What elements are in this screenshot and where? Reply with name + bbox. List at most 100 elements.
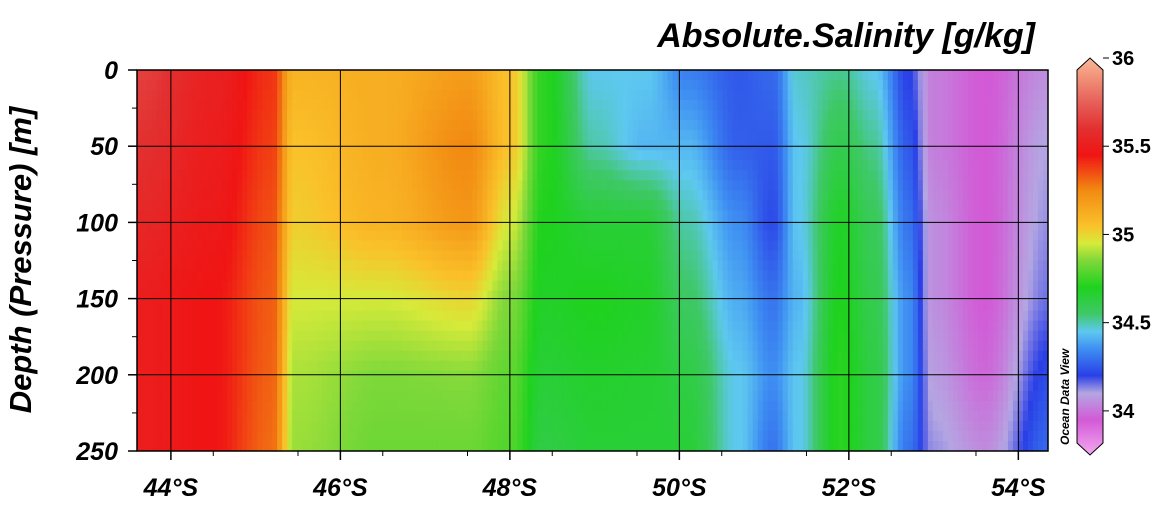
heatmap-cell bbox=[272, 320, 278, 332]
heatmap-cell bbox=[797, 150, 804, 161]
heatmap-cell bbox=[492, 150, 498, 161]
heatmap-cell bbox=[437, 260, 443, 272]
heatmap-cell bbox=[782, 290, 789, 302]
heatmap-cell bbox=[677, 130, 684, 141]
heatmap-cell bbox=[547, 100, 554, 111]
heatmap-cell bbox=[137, 290, 143, 302]
heatmap-cell bbox=[852, 110, 859, 121]
heatmap-cell bbox=[762, 260, 769, 272]
heatmap-cell bbox=[432, 160, 438, 171]
heatmap-cell bbox=[187, 100, 193, 111]
heatmap-cell bbox=[947, 230, 954, 242]
heatmap-cell bbox=[927, 260, 934, 272]
heatmap-cell bbox=[562, 210, 569, 221]
heatmap-cell bbox=[802, 110, 809, 121]
heatmap-cell bbox=[742, 80, 749, 91]
heatmap-cell bbox=[257, 160, 263, 171]
heatmap-cell bbox=[472, 240, 478, 252]
heatmap-cell bbox=[527, 210, 534, 221]
heatmap-cell bbox=[832, 90, 839, 101]
heatmap-cell bbox=[967, 90, 974, 101]
heatmap-cell bbox=[667, 160, 674, 171]
heatmap-cell bbox=[982, 180, 989, 191]
heatmap-cell bbox=[462, 330, 468, 342]
heatmap-cell bbox=[782, 110, 789, 121]
heatmap-cell bbox=[292, 310, 298, 322]
heatmap-cell bbox=[912, 230, 919, 242]
heatmap-cell bbox=[562, 120, 569, 131]
heatmap-cell bbox=[242, 90, 248, 101]
heatmap-cell bbox=[592, 270, 599, 282]
heatmap-cell bbox=[907, 170, 914, 181]
heatmap-cell bbox=[977, 270, 984, 282]
heatmap-cell bbox=[487, 170, 493, 181]
heatmap-cell bbox=[982, 240, 989, 252]
heatmap-cell bbox=[907, 290, 914, 302]
heatmap-cell bbox=[212, 260, 218, 272]
heatmap-cell bbox=[687, 80, 694, 91]
heatmap-cell bbox=[537, 230, 544, 242]
heatmap-cell bbox=[762, 140, 769, 151]
heatmap-cell bbox=[647, 180, 654, 191]
heatmap-cell bbox=[232, 340, 238, 352]
heatmap-cell bbox=[837, 210, 844, 221]
heatmap-cell bbox=[672, 100, 679, 111]
heatmap-cell bbox=[387, 310, 393, 322]
heatmap-cell bbox=[612, 90, 619, 101]
heatmap-cell bbox=[267, 330, 273, 342]
heatmap-cell bbox=[282, 130, 288, 141]
heatmap-cell bbox=[907, 70, 914, 81]
heatmap-cell bbox=[942, 240, 949, 252]
heatmap-cell bbox=[737, 90, 744, 101]
heatmap-cell bbox=[142, 240, 148, 252]
heatmap-cell bbox=[1032, 230, 1039, 242]
heatmap-cell bbox=[682, 260, 689, 272]
heatmap-cell bbox=[787, 140, 794, 151]
heatmap-cell bbox=[752, 170, 759, 181]
heatmap-cell bbox=[222, 230, 228, 242]
heatmap-cell bbox=[477, 130, 483, 141]
heatmap-cell bbox=[762, 270, 769, 282]
heatmap-cell bbox=[902, 110, 909, 121]
heatmap-cell bbox=[757, 270, 764, 282]
heatmap-cell bbox=[372, 90, 378, 101]
heatmap-cell bbox=[952, 220, 959, 232]
heatmap-cell bbox=[697, 110, 704, 121]
heatmap-cell bbox=[642, 100, 649, 111]
heatmap-cell bbox=[332, 250, 338, 262]
heatmap-cell bbox=[737, 240, 744, 252]
heatmap-cell bbox=[247, 300, 253, 312]
heatmap-cell bbox=[197, 270, 203, 282]
heatmap-cell bbox=[717, 120, 724, 131]
heatmap-cell bbox=[767, 200, 774, 211]
heatmap-cell bbox=[622, 210, 629, 221]
heatmap-cell bbox=[1042, 290, 1048, 302]
heatmap-cell bbox=[232, 130, 238, 141]
heatmap-cell bbox=[697, 250, 704, 262]
heatmap-cell bbox=[822, 240, 829, 252]
heatmap-cell bbox=[142, 150, 148, 161]
heatmap-cell bbox=[932, 320, 939, 332]
heatmap-cell bbox=[227, 120, 233, 131]
heatmap-cell bbox=[792, 210, 799, 221]
heatmap-cell bbox=[227, 180, 233, 191]
heatmap-cell bbox=[387, 250, 393, 262]
heatmap-cell bbox=[502, 160, 509, 171]
heatmap-cell bbox=[187, 170, 193, 181]
heatmap-cell bbox=[1012, 90, 1019, 101]
heatmap-cell bbox=[852, 270, 859, 282]
heatmap-cell bbox=[412, 250, 418, 262]
heatmap-cell bbox=[862, 110, 869, 121]
heatmap-cell bbox=[877, 210, 884, 221]
heatmap-cell bbox=[227, 240, 233, 252]
heatmap-cell bbox=[432, 140, 438, 151]
heatmap-cell bbox=[912, 110, 919, 121]
heatmap-cell bbox=[357, 100, 363, 111]
heatmap-cell bbox=[1027, 330, 1034, 342]
heatmap-cell bbox=[737, 150, 744, 161]
heatmap-cell bbox=[177, 320, 183, 332]
heatmap-cell bbox=[557, 310, 564, 322]
heatmap-cell bbox=[277, 280, 283, 292]
heatmap-cell bbox=[1012, 250, 1019, 262]
heatmap-cell bbox=[1012, 180, 1019, 191]
